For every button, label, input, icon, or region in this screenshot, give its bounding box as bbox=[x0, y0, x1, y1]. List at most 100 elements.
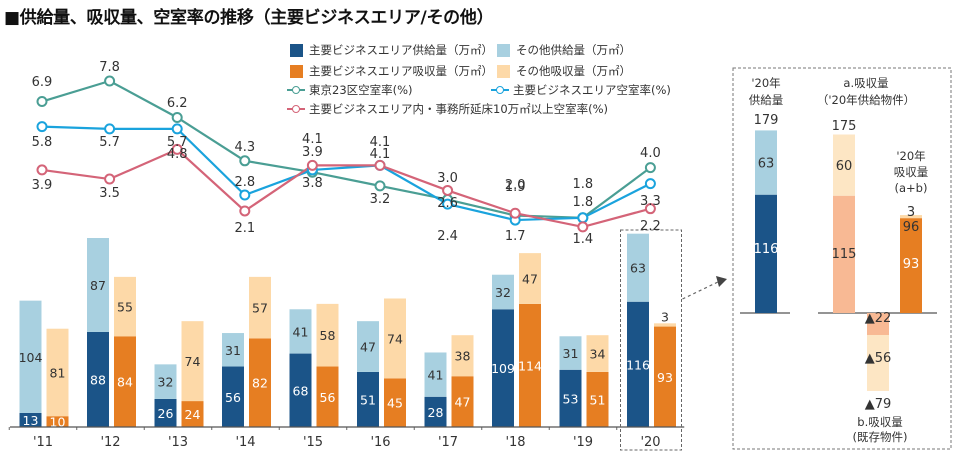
bar-label-main-supply: 88 bbox=[90, 372, 106, 387]
bar-main-absorb bbox=[114, 336, 136, 427]
bar-other-absorb bbox=[46, 328, 69, 417]
legend-line-icon bbox=[491, 84, 509, 96]
bar-label-other-absorb: 47 bbox=[522, 272, 538, 287]
line-data-label: 4.1 bbox=[370, 147, 391, 162]
line-data-label: 2.1 bbox=[234, 221, 255, 236]
panel-footer-text: b.吸収量 bbox=[857, 415, 902, 429]
bar-label-main-absorb: 51 bbox=[590, 392, 606, 407]
bar-label-other-absorb: 81 bbox=[50, 365, 66, 380]
bar-main-supply bbox=[424, 396, 447, 427]
line-data-label: 4.0 bbox=[640, 146, 661, 161]
panel-negative-label: ▲56 bbox=[865, 351, 892, 366]
bar-label-other-absorb: 3 bbox=[661, 309, 669, 324]
line-data-label: 5.8 bbox=[32, 135, 53, 150]
bar-label-main-absorb: 82 bbox=[252, 376, 268, 391]
bar-label-main-supply: 51 bbox=[360, 392, 376, 407]
line-point bbox=[36, 164, 48, 176]
x-axis: '11 '12 '13 '14 '15 '16 '17 '18 '19 '20 bbox=[8, 229, 727, 451]
line-data-label: 4.1 bbox=[302, 132, 323, 147]
bar-label-other-absorb: 58 bbox=[320, 328, 336, 343]
legend-label: 主要ビジネスエリア内・事務所延床10万㎡以上空室率(%) bbox=[309, 102, 609, 116]
bar-label-main-supply: 53 bbox=[563, 391, 579, 406]
panel-header-text: (a+b) bbox=[895, 181, 928, 195]
bar-label-main-absorb: 84 bbox=[117, 375, 133, 390]
panel-bar-segment bbox=[755, 194, 777, 313]
legend-swatch-main-absorb bbox=[290, 64, 303, 78]
line-point bbox=[644, 203, 656, 215]
legend-main-vacancy: 主要ビジネスエリア空室率(%) bbox=[491, 82, 671, 98]
x-tick-label: '19 bbox=[573, 435, 593, 450]
bar-other-supply bbox=[289, 309, 312, 354]
line-data-label: 4.1 bbox=[370, 135, 391, 150]
line-point bbox=[577, 212, 589, 224]
bar-other-absorb bbox=[654, 323, 676, 327]
line-point bbox=[644, 162, 656, 174]
panel-segment-label: 3 bbox=[907, 205, 915, 220]
line-data-label: 1.4 bbox=[572, 232, 593, 247]
legend-line-icon bbox=[287, 84, 305, 96]
legend-label: 主要ビジネスエリア供給量（万㎡） bbox=[309, 43, 493, 57]
panel-frame bbox=[732, 67, 952, 450]
line-data-label: 1.8 bbox=[572, 177, 593, 192]
line-data-label: 3.0 bbox=[437, 171, 458, 186]
panel-total-label: 96 bbox=[903, 220, 920, 235]
bar-label-other-supply: 31 bbox=[563, 346, 579, 361]
line-point bbox=[306, 159, 318, 171]
line-data-label: 3.8 bbox=[302, 176, 323, 191]
chart-title: ■供給量、吸収量、空室率の推移（主要ビジネスエリア/その他） bbox=[4, 8, 494, 28]
line-data-label: 2.4 bbox=[437, 229, 458, 244]
line-data-label: 6.2 bbox=[167, 96, 188, 111]
line-data-label: 6.9 bbox=[32, 75, 53, 90]
line-point bbox=[577, 221, 589, 233]
bar-label-main-supply: 68 bbox=[293, 383, 309, 398]
legend-tokyo23-vacancy: 東京23区空室率(%) bbox=[287, 82, 413, 98]
line-data-label: 2.0 bbox=[505, 178, 526, 193]
bar-other-supply bbox=[222, 333, 244, 367]
highlight-box-2020 bbox=[620, 229, 682, 451]
bar-label-other-supply: 47 bbox=[360, 340, 376, 355]
bar-main-absorb bbox=[249, 338, 271, 427]
panel-total-label: 179 bbox=[754, 113, 779, 128]
line-point bbox=[104, 123, 116, 135]
bar-main-supply bbox=[627, 301, 649, 427]
bar-label-other-absorb: 55 bbox=[117, 300, 133, 315]
bar-label-other-supply: 41 bbox=[428, 368, 444, 383]
line-point bbox=[171, 143, 183, 155]
bar-label-main-supply: 56 bbox=[225, 390, 241, 405]
line-data-label: 3.2 bbox=[370, 192, 391, 207]
callout-arrow-line bbox=[682, 280, 721, 300]
bar-label-main-absorb: 93 bbox=[657, 370, 673, 385]
legend-line-icon bbox=[287, 103, 305, 115]
x-tick-label: '16 bbox=[370, 435, 390, 450]
line-data-label: 1.9 bbox=[505, 180, 526, 195]
bar-label-other-absorb: 74 bbox=[387, 331, 403, 346]
bar-main-absorb bbox=[519, 303, 541, 427]
panel-bar-segment bbox=[900, 215, 922, 219]
x-tick-label: '15 bbox=[303, 435, 323, 450]
line-data-label: 1.8 bbox=[572, 195, 593, 210]
panel-total-label: 175 bbox=[832, 119, 857, 134]
line-data-label: 3.9 bbox=[32, 178, 53, 193]
line-data-label: 3.5 bbox=[99, 186, 120, 201]
bar-other-absorb bbox=[316, 303, 339, 367]
bar-label-main-supply: 26 bbox=[158, 406, 174, 421]
panel-bar-segment bbox=[900, 218, 922, 313]
panel-negative-segment bbox=[867, 334, 889, 391]
line-point bbox=[239, 189, 251, 201]
panel-segment-label: 60 bbox=[836, 159, 853, 174]
legend-label: 東京23区空室率(%) bbox=[309, 83, 413, 97]
line-series-2 bbox=[41, 148, 651, 229]
bar-other-supply bbox=[492, 274, 514, 310]
bar-label-other-supply: 32 bbox=[495, 285, 511, 300]
bar-other-supply bbox=[19, 300, 42, 413]
panel-header-text: 吸収量 bbox=[894, 165, 929, 179]
bar-label-main-absorb: 24 bbox=[185, 407, 201, 422]
line-point bbox=[171, 123, 183, 135]
panel-negative-label: ▲22 bbox=[865, 311, 892, 326]
bar-label-other-absorb: 57 bbox=[252, 301, 268, 316]
bar-label-main-absorb: 114 bbox=[518, 358, 542, 373]
line-point bbox=[374, 180, 386, 192]
panel-segment-label: 116 bbox=[754, 242, 779, 257]
bar-label-main-absorb: 10 bbox=[50, 415, 66, 430]
line-data-label: 2.6 bbox=[437, 196, 458, 211]
